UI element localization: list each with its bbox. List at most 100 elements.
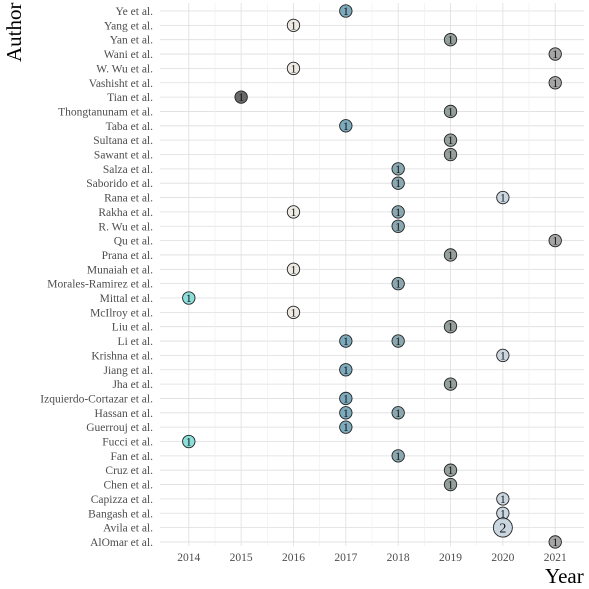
data-point: [443, 248, 458, 262]
data-point: [339, 4, 353, 18]
data-point-label: 1: [500, 193, 506, 205]
y-tick-label: Krishna et al.: [91, 350, 153, 362]
x-tick-label: 2021: [544, 552, 567, 564]
data-point: [548, 233, 562, 248]
data-point: [339, 420, 353, 434]
y-tick-label: Fan et al.: [111, 451, 154, 463]
data-point: [443, 147, 458, 162]
y-tick-label: R. Wu et al.: [98, 221, 153, 233]
data-point: [286, 61, 301, 76]
data-point: [443, 133, 458, 147]
data-point: [496, 190, 510, 205]
y-tick-label: Wani et al.: [104, 49, 153, 61]
data-point-label: 1: [552, 49, 558, 61]
grid-lines: [160, 3, 584, 546]
data-point-label: 1: [291, 20, 297, 32]
x-tick-label: 2019: [439, 552, 462, 564]
data-point-label: 1: [291, 207, 297, 219]
data-point-label: 1: [238, 92, 244, 104]
y-tick-label: Yang et al.: [104, 20, 153, 32]
data-point-label: 1: [448, 106, 454, 118]
data-point-label: 1: [291, 63, 297, 75]
data-point-label: 1: [395, 207, 401, 219]
y-tick-label: Vashisht et al.: [89, 78, 153, 90]
y-tick-label: Sultana et al.: [93, 135, 153, 147]
data-point-label: 1: [395, 221, 401, 233]
data-point: [339, 363, 353, 377]
x-tick-label: 2020: [491, 552, 514, 564]
y-tick-label: Chen et al.: [104, 480, 154, 492]
y-tick-label: Morales-Ramirez et al.: [47, 279, 153, 291]
y-tick-label: Rana et al.: [104, 193, 153, 205]
data-point-label: 1: [500, 494, 506, 506]
data-point: [496, 492, 510, 506]
y-tick-labels: Ye et al. Yang et al. Yan et al. Wani et al…: [40, 6, 153, 549]
data-point: [443, 463, 458, 477]
y-tick-label: Jha et al.: [112, 379, 153, 391]
data-point-label: 1: [395, 451, 401, 463]
data-point: [492, 517, 513, 538]
data-point-label: 1: [395, 336, 401, 348]
y-tick-label: Rakha et al.: [98, 207, 153, 219]
y-tick-label: Ye et al.: [116, 6, 154, 18]
data-point: [391, 276, 405, 291]
data-point: [234, 90, 248, 104]
y-tick-label: Cruz et al.: [105, 465, 153, 477]
y-tick-label: Yan et al.: [110, 35, 153, 47]
data-point: [443, 33, 458, 47]
data-point-label: 1: [500, 508, 506, 520]
y-tick-label: Qu et al.: [114, 236, 153, 248]
y-tick-label: W. Wu et al.: [96, 63, 153, 75]
data-point: [548, 47, 562, 61]
data-point-label: 1: [552, 78, 558, 90]
data-point-label: 1: [448, 322, 454, 334]
data-point: [391, 449, 405, 463]
data-point: [443, 377, 458, 391]
data-point-label: 1: [343, 422, 349, 434]
y-tick-label: Munaiah et al.: [87, 264, 153, 276]
data-point: [286, 205, 301, 219]
data-point-label: 1: [448, 465, 454, 477]
y-tick-label: Capizza et al.: [91, 494, 153, 506]
y-tick-label: Taba et al.: [106, 121, 154, 133]
data-point: [182, 434, 196, 449]
data-points: 1 1 1 1 1 1 1 1 1 1 1 1 1 1 1 1 1 1 1 1 1 1 1 1 1 1 1 1 1 1 1 1 1 1 1 1 1 1 1 2…: [182, 4, 562, 549]
x-tick-label: 2015: [230, 552, 253, 564]
data-point: [339, 119, 353, 133]
data-point-label: 1: [552, 537, 558, 549]
data-point-label: 1: [552, 236, 558, 248]
data-point: [443, 104, 458, 119]
data-point-label: 1: [500, 350, 506, 362]
data-point: [339, 391, 353, 406]
y-tick-label: Jiang et al.: [104, 365, 154, 377]
data-point-label: 1: [291, 264, 297, 276]
data-point-label: 1: [448, 135, 454, 147]
data-point-label: 1: [448, 379, 454, 391]
data-point-label: 1: [343, 336, 349, 348]
data-point-label: 1: [343, 121, 349, 133]
data-point: [391, 334, 405, 348]
data-point: [391, 176, 405, 190]
data-point: [548, 76, 562, 90]
data-point: [443, 320, 458, 334]
data-point-label: 1: [395, 408, 401, 420]
data-point-label: 1: [448, 250, 454, 262]
data-point-label: 1: [186, 293, 192, 305]
data-point-label: 1: [343, 365, 349, 377]
y-tick-label: Mittal et al.: [100, 293, 153, 305]
data-point: [548, 535, 562, 549]
y-tick-label: Tian et al.: [107, 92, 153, 104]
data-point: [391, 205, 405, 219]
x-tick-label: 2017: [334, 552, 357, 564]
data-point: [339, 334, 353, 348]
data-point-label: 1: [448, 480, 454, 492]
y-tick-label: McIlroy et al.: [90, 307, 153, 319]
x-tick-label: 2016: [282, 552, 305, 564]
data-point: [443, 477, 458, 492]
y-tick-label: Hassan et al.: [95, 408, 154, 420]
data-point: [339, 406, 353, 420]
y-tick-label: Avila et al.: [103, 523, 153, 535]
x-tick-labels: 2014 2015 2016 2017 2018 2019 2020 2021: [177, 552, 567, 564]
y-tick-label: Izquierdo-Cortazar et al.: [40, 393, 153, 405]
data-point-label: 1: [343, 408, 349, 420]
